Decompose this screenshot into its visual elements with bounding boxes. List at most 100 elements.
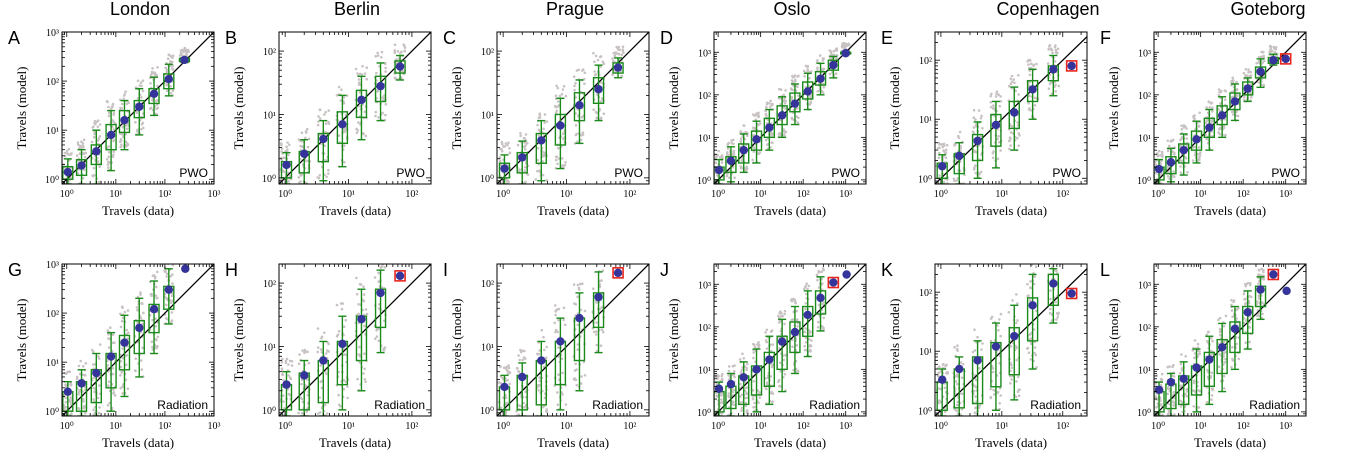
scatter-point <box>357 312 361 316</box>
scatter-point <box>98 406 101 409</box>
scatter-point <box>764 138 768 142</box>
y-tick-label: 10⁰ <box>1137 176 1151 187</box>
scatter-point <box>337 85 341 89</box>
scatter-point <box>780 312 783 315</box>
scatter-point <box>732 149 736 153</box>
scatter-point <box>1028 107 1031 110</box>
scatter-point <box>79 359 82 363</box>
scatter-point <box>809 96 813 99</box>
scatter-point <box>505 178 508 181</box>
scatter-point <box>287 374 291 377</box>
scatter-point <box>817 320 820 324</box>
scatter-point <box>715 155 718 159</box>
scatter-point <box>127 331 130 335</box>
scatter-point <box>120 319 124 323</box>
scatter-point <box>377 327 380 331</box>
city-titles: London Berlin Prague Oslo Copenhagen Got… <box>110 0 1306 19</box>
scatter-point <box>602 62 606 66</box>
scatter-point <box>557 373 560 377</box>
scatter-point <box>500 150 504 153</box>
scatter-point <box>135 111 138 114</box>
scatter-point <box>817 286 821 289</box>
scatter-point <box>804 284 808 288</box>
y-tick-label: 10² <box>481 279 494 290</box>
scatter-point <box>171 89 175 92</box>
scatter-point <box>554 328 558 332</box>
scatter-point <box>721 372 724 376</box>
plot-frame <box>496 31 650 185</box>
x-tick-label: 10⁰ <box>278 189 292 200</box>
scatter-point <box>1010 80 1014 83</box>
scatter-point <box>538 376 541 379</box>
mean-point <box>135 323 144 333</box>
scatter-point <box>1029 62 1033 66</box>
scatter-point <box>829 51 833 54</box>
x-tick-label: 10² <box>797 421 810 432</box>
scatter-point <box>149 82 152 85</box>
mean-point <box>149 89 159 99</box>
scatter-point <box>154 294 158 297</box>
scatter-point <box>764 339 768 342</box>
box-body <box>1229 92 1241 111</box>
scatter-point <box>301 349 304 352</box>
box-body <box>612 62 624 74</box>
scatter-point <box>504 410 508 413</box>
scatter-point <box>733 364 736 367</box>
scatter-point <box>777 132 781 136</box>
mean-point <box>1269 56 1278 65</box>
outlier-marker <box>394 270 406 282</box>
scatter-point <box>777 321 781 324</box>
scatter-point <box>355 292 359 296</box>
scatter-point <box>592 108 595 111</box>
scatter-point <box>141 346 144 350</box>
scatter-point <box>343 130 347 134</box>
scatter-point <box>822 57 825 60</box>
scatter-point <box>805 292 808 296</box>
scatter-point <box>290 364 294 367</box>
scatter-point <box>340 307 344 311</box>
scatter-point <box>112 113 115 116</box>
scatter-point <box>765 387 768 391</box>
scatter-point <box>583 374 587 377</box>
scatter-point <box>524 166 527 169</box>
x-tick-label: 10¹ <box>342 189 355 200</box>
scatter-point <box>365 312 369 316</box>
plot-area <box>279 32 431 184</box>
scatter-point <box>740 393 744 397</box>
scatter-point <box>1236 114 1240 118</box>
scatter-point <box>1035 62 1038 66</box>
scatter-point <box>804 341 808 344</box>
scatter-point <box>732 138 735 142</box>
x-tick-label: 10¹ <box>754 189 767 200</box>
scatter-point <box>106 404 110 407</box>
scatter-point <box>615 45 618 49</box>
scatter-point <box>820 270 823 274</box>
scatter-point <box>543 113 547 116</box>
x-tick-label: 10² <box>623 421 636 432</box>
scatter-point <box>165 303 168 307</box>
scatter-point <box>66 152 70 156</box>
scatter-point <box>107 384 110 388</box>
scatter-point <box>541 151 545 154</box>
scatter-point <box>501 142 504 146</box>
scatter-point <box>971 130 975 134</box>
box <box>317 119 330 182</box>
scatter-point <box>1185 144 1189 147</box>
scatter-point <box>323 403 327 407</box>
scatter-point <box>282 156 286 160</box>
mean-point <box>120 338 129 347</box>
scatter-point <box>107 111 111 115</box>
scatter-point <box>318 117 322 120</box>
scatter-point <box>376 51 380 55</box>
scatter-point <box>318 108 322 111</box>
scatter-point <box>377 307 381 310</box>
y-tick-label: 10² <box>1138 91 1151 102</box>
mean-point <box>120 115 129 125</box>
scatter-point <box>121 392 124 395</box>
scatter-point <box>151 274 155 278</box>
scatter-point <box>354 67 358 71</box>
scatter-point <box>942 149 945 152</box>
scatter-point <box>972 126 976 129</box>
city-title-copenhagen: Copenhagen <box>996 0 1099 19</box>
scatter-point <box>119 374 122 377</box>
